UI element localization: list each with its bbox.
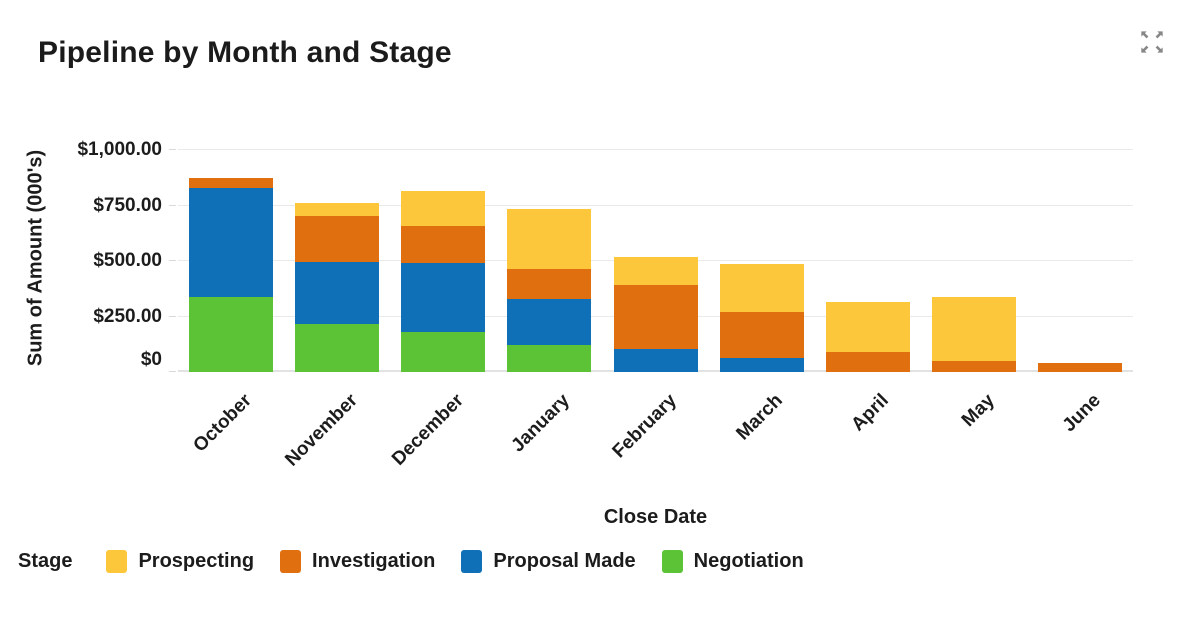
x-tick-label-may: May [957,390,999,431]
y-axis-tick-mark [169,315,176,317]
bar-segment-february-prospecting[interactable] [613,256,698,286]
y-tick-label-750: $750.00 [93,194,162,216]
bar-segment-january-proposal-made[interactable] [507,298,592,346]
legend-label-proposal-made: Proposal Made [493,550,636,572]
bar-segment-february-proposal-made[interactable] [613,348,698,372]
legend-item-proposal-made[interactable]: Proposal Made [461,550,636,573]
x-tick-label-january: January [507,390,575,457]
bar-segment-february-investigation[interactable] [613,285,698,349]
x-axis-labels: October November December January February Ma… [178,372,1133,502]
y-tick-label-1000: $1,000.00 [77,139,162,160]
x-tick-label-december: December [388,390,469,470]
bar-march [719,264,804,372]
bar-segment-april-prospecting[interactable] [825,302,910,353]
legend-swatch-proposal-made [461,550,483,573]
legend-items: Prospecting Investigation Proposal Made Neg… [106,550,804,573]
bar-segment-march-proposal-made[interactable] [719,357,804,372]
legend-label-investigation: Investigation [312,550,436,572]
legend-item-prospecting[interactable]: Prospecting [106,550,254,573]
y-tick-label-250: $250.00 [93,305,162,327]
bar-segment-november-proposal-made[interactable] [295,262,380,325]
legend: Stage Prospecting Investigation Proposal M… [18,550,804,573]
bar-segment-november-investigation[interactable] [295,215,380,263]
bar-december [401,191,486,372]
x-axis-title: Close Date [603,506,708,528]
legend-item-investigation[interactable]: Investigation [280,550,435,573]
bar-segment-march-prospecting[interactable] [719,264,804,313]
bar-segment-october-investigation[interactable] [189,177,274,188]
legend-label-negotiation: Negotiation [693,550,804,572]
legend-label-prospecting: Prospecting [138,550,255,572]
legend-swatch-prospecting [106,550,128,573]
bar-segment-january-negotiation[interactable] [507,345,592,372]
y-axis-tick-labels: $0 $250.00 $500.00 $750.00 $1,000.00 [0,139,170,372]
expand-arrows-glyph [1141,31,1163,53]
y-tick-label-0: $0 [140,349,162,370]
x-tick-label-june: June [1058,390,1105,437]
bar-segment-april-investigation[interactable] [825,352,910,372]
bar-segment-january-investigation[interactable] [507,268,592,299]
gridline [178,149,1133,150]
expand-icon[interactable] [1136,26,1168,58]
bar-february [613,256,698,372]
y-axis-tick-mark [169,149,176,150]
x-tick-label-march: March [732,390,787,445]
x-tick-label-october: October [189,390,256,457]
bar-segment-december-proposal-made[interactable] [401,263,486,333]
bar-october [189,177,274,372]
plot-area [169,149,1133,372]
bar-january [507,208,592,372]
y-axis-tick-mark [169,204,176,206]
x-tick-label-april: April [847,390,893,436]
bar-november [295,203,380,372]
bar-april [825,302,910,372]
bar-segment-december-prospecting[interactable] [401,191,486,226]
x-tick-label-november: November [281,390,363,471]
legend-swatch-investigation [280,550,302,573]
bar-segment-october-proposal-made[interactable] [189,187,274,297]
x-tick-label-february: February [608,390,681,463]
bar-segment-january-prospecting[interactable] [507,208,592,269]
chart-title: Pipeline by Month and Stage [38,36,452,69]
legend-title: Stage [18,550,73,572]
bar-segment-october-negotiation[interactable] [189,296,274,372]
y-tick-label-500: $500.00 [93,250,162,271]
y-axis-tick-mark [169,260,176,261]
bar-segment-december-negotiation[interactable] [401,332,486,372]
bar-segment-may-prospecting[interactable] [931,296,1016,361]
bar-segment-june-investigation[interactable] [1037,363,1122,372]
legend-swatch-negotiation [661,550,683,573]
bar-may [931,296,1016,372]
bar-segment-march-investigation[interactable] [719,312,804,358]
bar-segment-december-investigation[interactable] [401,225,486,264]
legend-item-negotiation[interactable]: Negotiation [661,550,804,573]
bar-segment-may-investigation[interactable] [931,360,1016,372]
bar-june [1037,363,1122,372]
bar-segment-november-prospecting[interactable] [295,203,380,216]
gridline [178,204,1133,206]
y-axis-tick-mark [169,371,176,372]
bar-segment-november-negotiation[interactable] [295,324,380,372]
